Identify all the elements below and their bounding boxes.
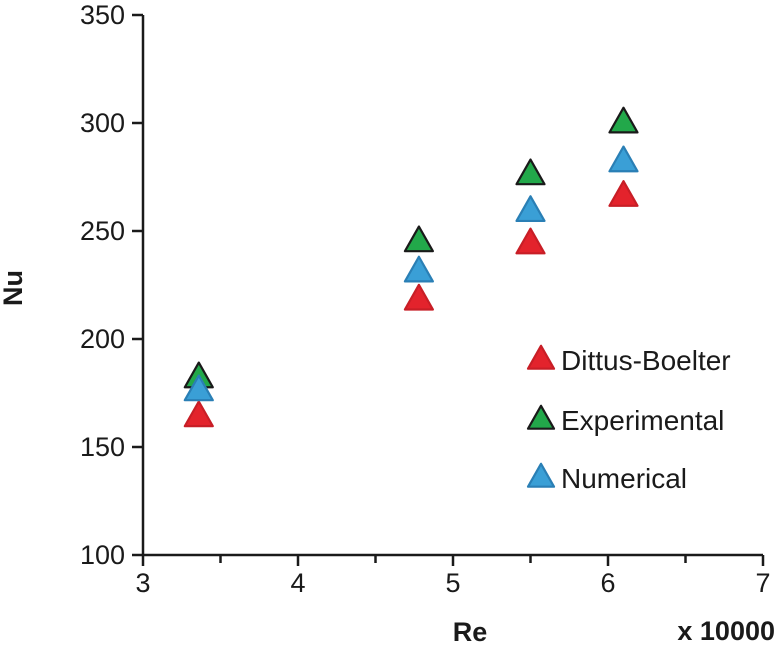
data-point-numerical [515,195,546,223]
x-tick-label: 5 [445,568,460,598]
y-tick-label: 200 [80,324,125,354]
y-tick-label: 250 [80,216,125,246]
x-axis-multiplier: x 10000 [677,616,775,646]
x-tick-label: 3 [135,568,150,598]
data-point-dittus-boelter [403,283,434,311]
data-point-numerical [183,374,214,402]
data-points [183,106,639,428]
data-point-dittus-boelter [515,227,546,255]
y-tick-label: 300 [80,108,125,138]
y-tick-label: 350 [80,0,125,30]
data-point-numerical [403,255,434,283]
legend: Dittus-Boelter Experimental Numerical [526,344,731,494]
legend-label: Experimental [561,405,724,436]
y-tick-label: 150 [80,432,125,462]
data-point-dittus-boelter [608,180,639,207]
x-tick-label: 4 [290,568,305,598]
legend-marker [526,462,556,488]
legend-label: Numerical [561,463,687,494]
x-tick-label: 6 [600,568,615,598]
data-point-experimental [515,158,546,186]
data-point-experimental [403,225,434,253]
y-axis: 100 150 200 250 300 350 [80,0,145,570]
x-tick-label: 7 [755,568,770,598]
data-point-dittus-boelter [183,400,214,428]
y-tick-label: 100 [80,540,125,570]
data-point-experimental [608,106,639,134]
x-axis-title: Re [453,617,488,647]
y-axis-title: Nu [0,270,28,306]
legend-label: Dittus-Boelter [561,345,731,376]
data-point-numerical [608,145,639,173]
x-axis: 3 4 5 6 7 [135,553,771,598]
legend-marker [526,344,556,370]
legend-marker [526,404,556,430]
